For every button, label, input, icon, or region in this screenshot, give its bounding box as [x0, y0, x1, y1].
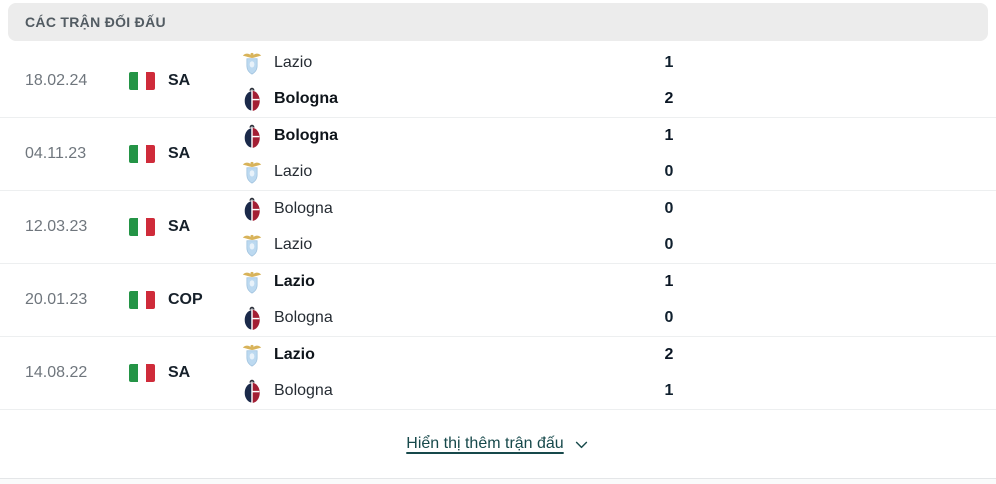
- bologna-logo-icon: [240, 124, 264, 149]
- section-header: CÁC TRẬN ĐỐI ĐẤU: [8, 3, 988, 41]
- team-name: Bologna: [274, 90, 338, 107]
- competition-code: SA: [168, 364, 191, 381]
- competition-cell: SA: [129, 145, 240, 163]
- team-line: Bologna 1: [240, 373, 684, 409]
- team-score: 1: [664, 382, 674, 399]
- match-date: 04.11.23: [25, 145, 87, 162]
- team-score: 1: [664, 54, 674, 71]
- match-row[interactable]: 14.08.22 SA Lazio 2 Bologna 1: [0, 337, 996, 410]
- competition-cell: SA: [129, 72, 240, 90]
- team-line: Lazio 1: [240, 45, 684, 81]
- team-name: Bologna: [274, 309, 333, 326]
- competition-code: COP: [168, 291, 203, 308]
- team-line: Lazio 0: [240, 154, 684, 190]
- teams-cell: Bologna 1 Lazio 0: [240, 118, 684, 190]
- team-score: 0: [664, 163, 674, 180]
- italy-flag-icon: [129, 72, 155, 90]
- italy-flag-icon: [129, 145, 155, 163]
- team-name: Lazio: [274, 273, 315, 290]
- match-date: 14.08.22: [25, 364, 88, 381]
- competition-cell: COP: [129, 291, 240, 309]
- team-line: Lazio 1: [240, 264, 684, 300]
- show-more-button[interactable]: Hiển thị thêm trận đấu: [406, 435, 589, 453]
- match-row[interactable]: 20.01.23 COP Lazio 1 Bologna 0: [0, 264, 996, 337]
- match-row[interactable]: 18.02.24 SA Lazio 1 Bologna 2: [0, 45, 996, 118]
- match-date: 18.02.24: [25, 72, 88, 89]
- team-name: Bologna: [274, 200, 333, 217]
- bologna-logo-icon: [240, 306, 264, 331]
- competition-cell: SA: [129, 218, 240, 236]
- team-line: Bologna 1: [240, 118, 684, 154]
- team-name: Bologna: [274, 382, 333, 399]
- team-name: Bologna: [274, 127, 338, 144]
- bologna-logo-icon: [240, 197, 264, 222]
- italy-flag-icon: [129, 291, 155, 309]
- team-score: 1: [664, 273, 674, 290]
- competition-code: SA: [168, 72, 191, 89]
- lazio-logo-icon: [240, 232, 264, 258]
- competition-cell: SA: [129, 364, 240, 382]
- team-name: Lazio: [274, 163, 313, 180]
- show-more-label: Hiển thị thêm trận đấu: [406, 435, 564, 452]
- team-name: Lazio: [274, 54, 313, 71]
- team-name: Lazio: [274, 236, 313, 253]
- competition-code: SA: [168, 145, 191, 162]
- team-line: Bologna 0: [240, 300, 684, 336]
- match-row[interactable]: 04.11.23 SA Bologna 1 Lazio 0: [0, 118, 996, 191]
- match-row[interactable]: 12.03.23 SA Bologna 0 Lazio 0: [0, 191, 996, 264]
- section-title: CÁC TRẬN ĐỐI ĐẤU: [25, 14, 166, 30]
- team-line: Bologna 0: [240, 191, 684, 227]
- lazio-logo-icon: [240, 50, 264, 76]
- teams-cell: Bologna 0 Lazio 0: [240, 191, 684, 263]
- lazio-logo-icon: [240, 342, 264, 368]
- team-name: Lazio: [274, 346, 315, 363]
- teams-cell: Lazio 2 Bologna 1: [240, 337, 684, 409]
- lazio-logo-icon: [240, 159, 264, 185]
- match-date: 20.01.23: [25, 291, 88, 308]
- team-line: Lazio 0: [240, 227, 684, 263]
- team-score: 0: [664, 236, 674, 253]
- teams-cell: Lazio 1 Bologna 0: [240, 264, 684, 336]
- italy-flag-icon: [129, 218, 155, 236]
- team-score: 2: [664, 346, 674, 363]
- competition-code: SA: [168, 218, 191, 235]
- match-date: 12.03.23: [25, 218, 88, 235]
- team-line: Lazio 2: [240, 337, 684, 373]
- team-score: 0: [664, 309, 674, 326]
- italy-flag-icon: [129, 364, 155, 382]
- teams-cell: Lazio 1 Bologna 2: [240, 45, 684, 117]
- team-score: 2: [664, 90, 674, 107]
- team-line: Bologna 2: [240, 81, 684, 117]
- bologna-logo-icon: [240, 379, 264, 404]
- lazio-logo-icon: [240, 269, 264, 295]
- widget-footer: Hiển thị thêm trận đấu: [0, 410, 996, 478]
- team-score: 1: [664, 127, 674, 144]
- chevron-down-icon: [573, 436, 590, 453]
- bottom-divider: [0, 478, 996, 484]
- bologna-logo-icon: [240, 87, 264, 112]
- team-score: 0: [664, 200, 674, 217]
